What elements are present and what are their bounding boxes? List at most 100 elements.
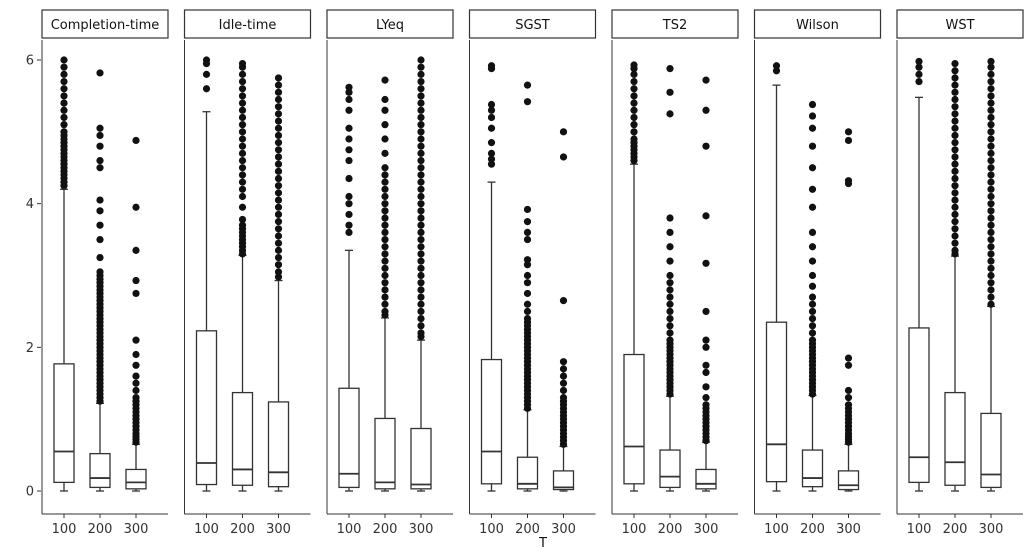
box-iqr <box>801 449 824 488</box>
outlier-point <box>523 256 532 264</box>
outlier-point <box>381 307 389 316</box>
outlier-point <box>630 128 638 136</box>
outlier-point <box>951 88 959 96</box>
outlier-point <box>844 386 853 395</box>
outlier-point <box>417 315 425 323</box>
outlier-point <box>915 77 923 86</box>
outlier-point <box>808 185 817 193</box>
x-tick-label: 200 <box>88 522 113 537</box>
outlier-point <box>808 112 817 120</box>
outlier-point <box>238 203 247 211</box>
outlier-point <box>96 131 104 140</box>
outlier-point <box>808 322 817 330</box>
outlier-point <box>702 259 710 267</box>
outlier-point <box>987 63 995 71</box>
box-iqr <box>837 470 860 491</box>
outlier-point <box>417 307 425 316</box>
outlier-point <box>238 128 247 136</box>
outlier-point <box>417 142 425 150</box>
outlier-point <box>381 149 389 157</box>
outlier-point <box>630 61 638 69</box>
outlier-point <box>915 63 923 71</box>
x-tick-label: 200 <box>943 522 968 537</box>
outlier-point <box>381 192 389 201</box>
outlier-point <box>844 177 853 185</box>
outlier-point <box>274 203 283 211</box>
outlier-point <box>274 81 283 89</box>
outlier-point <box>60 63 68 71</box>
outlier-point <box>274 124 283 132</box>
outlier-point <box>60 70 68 78</box>
outlier-point <box>274 189 283 197</box>
outlier-point <box>381 264 389 272</box>
box-100 <box>480 62 503 492</box>
outlier-point <box>523 98 532 106</box>
facet-strip <box>41 9 169 39</box>
outlier-point <box>666 65 674 73</box>
outlier-point <box>381 279 389 287</box>
outlier-point <box>417 171 425 179</box>
outlier-point <box>987 235 995 244</box>
outlier-point <box>523 307 532 316</box>
outlier-point <box>487 106 496 114</box>
outlier-point <box>666 279 674 287</box>
outlier-point <box>417 279 425 287</box>
outlier-point <box>417 121 425 129</box>
outlier-point <box>523 300 532 308</box>
outlier-point <box>417 113 425 122</box>
outlier-point <box>666 88 674 96</box>
outlier-point <box>951 210 959 219</box>
outlier-point <box>345 135 353 143</box>
outlier-point <box>381 243 389 251</box>
box-200 <box>89 69 111 492</box>
outlier-point <box>417 264 425 272</box>
outlier-point <box>274 103 283 111</box>
outlier-point <box>132 203 140 211</box>
outlier-point <box>666 322 674 330</box>
outlier-point <box>772 62 781 70</box>
outlier-point <box>630 92 638 100</box>
outlier-point <box>132 394 140 402</box>
outlier-point <box>238 215 247 224</box>
outlier-point <box>417 221 425 229</box>
outlier-point <box>630 70 638 78</box>
outlier-point <box>96 164 104 172</box>
outlier-point <box>844 354 853 362</box>
box-iqr <box>980 412 1002 489</box>
outlier-point <box>523 228 532 236</box>
outlier-point <box>808 228 817 236</box>
outlier-point <box>238 106 247 114</box>
facet-strip <box>896 9 1024 39</box>
outlier-point <box>808 203 817 211</box>
facet-strip-label: LYeq <box>376 18 404 33</box>
outlier-point <box>345 83 353 91</box>
outlier-point <box>559 358 568 366</box>
outlier-point <box>844 401 853 409</box>
outlier-point <box>96 235 104 244</box>
box-iqr <box>516 456 539 490</box>
outlier-point <box>417 214 425 222</box>
box-iqr <box>374 417 396 490</box>
outlier-point <box>844 361 853 369</box>
outlier-point <box>96 142 104 150</box>
outlier-point <box>987 70 995 78</box>
outlier-point <box>702 142 710 150</box>
outlier-point <box>987 200 995 208</box>
outlier-point <box>274 210 283 219</box>
outlier-point <box>238 171 247 179</box>
outlier-point <box>274 95 283 104</box>
outlier-point <box>345 124 353 132</box>
outlier-point <box>951 59 959 68</box>
box-iqr <box>195 330 218 486</box>
outlier-point <box>381 135 389 143</box>
outlier-point <box>808 329 817 337</box>
outlier-point <box>987 149 995 157</box>
outlier-point <box>274 110 283 118</box>
outlier-point <box>808 257 817 265</box>
outlier-point <box>60 121 68 129</box>
facet-strip-label: Completion-time <box>51 18 160 33</box>
outlier-point <box>808 164 817 172</box>
outlier-point <box>487 139 496 147</box>
outlier-point <box>702 307 710 316</box>
box-300 <box>410 56 432 492</box>
